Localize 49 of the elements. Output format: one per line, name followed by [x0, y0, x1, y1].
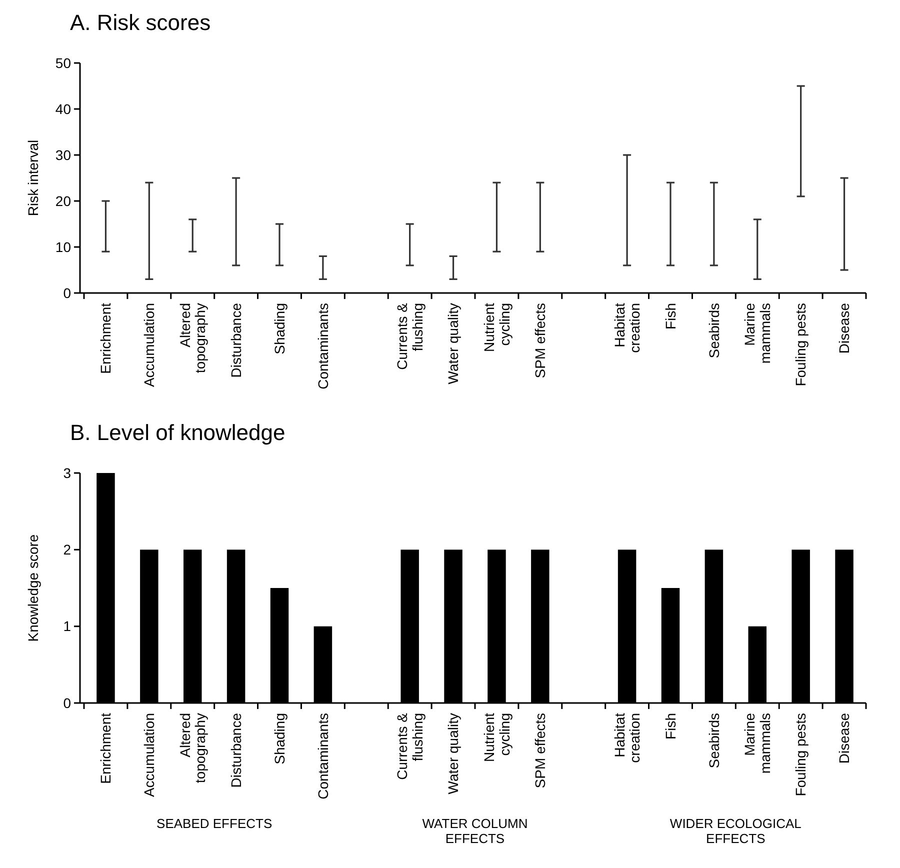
x-tick-label: SPM effects — [532, 713, 548, 788]
x-tick-label: Seabirds — [706, 713, 722, 768]
y-tick-label: 30 — [55, 146, 72, 163]
x-tick-label: Disease — [836, 302, 852, 354]
x-tick-label: Altered topography — [176, 303, 208, 374]
y-tick-label: 20 — [55, 192, 72, 209]
chart-title: A. Risk scores — [70, 10, 211, 35]
x-tick-label: Water quality — [445, 303, 462, 384]
x-tick-label: Disturbance — [228, 302, 244, 378]
x-tick-label: Fouling pests — [792, 713, 809, 796]
y-tick-label: 0 — [63, 284, 72, 301]
text: WATER COLUMN EFFECTS — [422, 816, 528, 846]
x-tick-label: Contaminants — [314, 303, 331, 390]
y-axis-title: Knowledge score — [25, 534, 41, 642]
x-tick-label: Contaminants — [314, 713, 331, 800]
x-tick-label: Currents & flushing — [394, 302, 426, 370]
text: SEABED EFFECTS — [156, 816, 272, 831]
x-tick-label: Fish — [662, 303, 678, 330]
x-tick-label: Marine mammals — [742, 712, 773, 774]
x-tick-label: Accumulation — [141, 713, 158, 798]
x-tick-label: Disease — [836, 712, 852, 764]
y-tick-label: 3 — [63, 464, 72, 481]
x-tick-label: Currents & flushing — [394, 712, 426, 780]
x-tick-label: Marine mammals — [742, 302, 773, 364]
x-tick-label: Habitat creation — [611, 712, 643, 763]
x-tick-label: Nutrient cycling — [480, 302, 512, 352]
x-tick-label: Nutrient cycling — [480, 712, 512, 762]
y-tick-label: 0 — [63, 694, 72, 711]
x-tick-label: Shading — [271, 713, 288, 764]
y-tick-label: 2 — [63, 542, 72, 558]
x-tick-label: Habitat creation — [611, 302, 643, 353]
x-tick-label: Enrichment — [98, 712, 114, 784]
x-tick-label: SPM effects — [532, 303, 548, 378]
x-tick-label: Seabirds — [706, 303, 722, 358]
x-tick-label: Altered topography — [176, 713, 208, 784]
y-tick-label: 1 — [63, 618, 72, 634]
text: WIDER ECOLOGICAL EFFECTS — [670, 816, 802, 846]
chart-title: B. Level of knowledge — [70, 420, 286, 445]
x-tick-label: Enrichment — [98, 302, 114, 374]
y-tick-label: 10 — [55, 238, 72, 255]
y-tick-label: 40 — [55, 100, 72, 117]
x-tick-label: Shading — [271, 303, 288, 354]
x-tick-label: Fish — [662, 713, 678, 740]
y-axis-title: Risk interval — [25, 140, 41, 216]
x-tick-label: Accumulation — [141, 303, 158, 388]
x-tick-label: Fouling pests — [792, 303, 809, 386]
x-tick-label: Disturbance — [228, 712, 244, 788]
y-tick-label: 50 — [55, 54, 72, 71]
x-tick-label: Water quality — [445, 713, 462, 794]
